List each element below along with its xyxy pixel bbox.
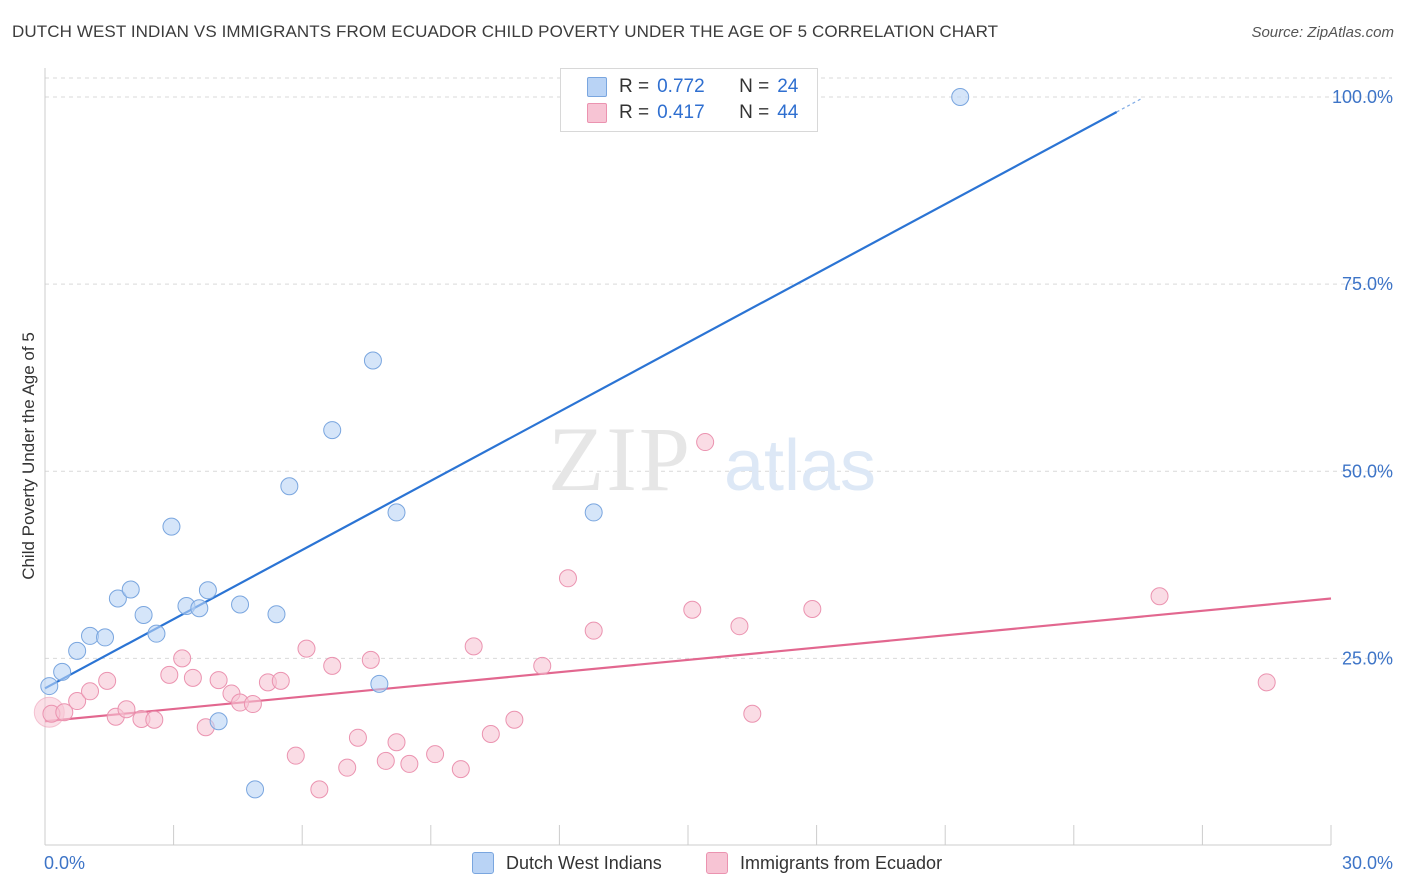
trend-line-extension <box>1116 97 1143 113</box>
data-point-immigrants-from-ecuador <box>464 637 483 656</box>
data-point-dutch-west-indians <box>323 421 342 440</box>
x-tick-label: 0.0% <box>44 853 85 873</box>
legend-label: Dutch West Indians <box>506 852 662 873</box>
legend-swatch-blue <box>587 77 607 97</box>
data-point-dutch-west-indians <box>267 605 286 624</box>
y-tick-label: 50.0% <box>1342 461 1393 481</box>
data-point-immigrants-from-ecuador <box>271 671 290 690</box>
y-tick-label: 25.0% <box>1342 648 1393 668</box>
data-point-immigrants-from-ecuador <box>451 760 470 779</box>
data-point-immigrants-from-ecuador <box>117 700 136 719</box>
y-tick-label: 100.0% <box>1332 87 1393 107</box>
data-point-immigrants-from-ecuador <box>387 733 406 752</box>
data-point-immigrants-from-ecuador <box>481 724 500 743</box>
data-point-immigrants-from-ecuador <box>376 751 395 770</box>
legend-r-label: R = <box>619 76 650 97</box>
data-point-immigrants-from-ecuador <box>209 671 228 690</box>
data-point-immigrants-from-ecuador <box>533 656 552 675</box>
data-point-immigrants-from-ecuador <box>1150 587 1169 606</box>
data-point-immigrants-from-ecuador <box>145 710 164 729</box>
data-point-dutch-west-indians <box>134 605 153 624</box>
data-point-dutch-west-indians <box>162 517 181 536</box>
data-point-immigrants-from-ecuador <box>183 668 202 687</box>
data-point-dutch-west-indians <box>198 581 217 600</box>
legend-label: Immigrants from Ecuador <box>740 852 943 873</box>
data-point-dutch-west-indians <box>280 477 299 496</box>
legend-row-dutch-west-indians: R = 0.772 N = 24 <box>587 74 798 100</box>
tick-labels: 25.0% 50.0% 75.0% 100.0% 0.0% 30.0% <box>44 87 1393 873</box>
correlation-legend: R = 0.772 N = 24 R = 0.417 N = 44 <box>560 68 818 132</box>
watermark-zip: ZIP <box>548 408 692 510</box>
data-point-immigrants-from-ecuador <box>310 780 329 799</box>
data-point-dutch-west-indians <box>951 88 970 106</box>
data-point-immigrants-from-ecuador <box>743 704 762 723</box>
data-point-immigrants-from-ecuador <box>400 754 419 773</box>
gridlines <box>45 77 1392 659</box>
trend-line-dutch-west-indians <box>44 111 1118 690</box>
data-point-dutch-west-indians <box>121 580 140 599</box>
data-points <box>33 88 1276 799</box>
data-point-dutch-west-indians <box>68 641 87 660</box>
data-point-immigrants-from-ecuador <box>81 682 100 701</box>
legend-swatch-pink <box>587 103 607 123</box>
data-point-dutch-west-indians <box>190 599 209 618</box>
data-point-immigrants-from-ecuador <box>98 671 117 690</box>
series-legend: Dutch West Indians Immigrants from Ecuad… <box>0 852 1406 876</box>
watermark: ZIP atlas <box>548 408 876 510</box>
data-point-dutch-west-indians <box>584 503 603 522</box>
data-point-immigrants-from-ecuador <box>323 656 342 675</box>
legend-n-label: N = <box>739 102 770 123</box>
data-point-dutch-west-indians <box>53 662 72 681</box>
legend-n-value: 24 <box>777 76 799 97</box>
data-point-dutch-west-indians <box>96 628 115 647</box>
data-point-immigrants-from-ecuador <box>558 569 577 588</box>
data-point-immigrants-from-ecuador <box>297 639 316 658</box>
chart-title: DUTCH WEST INDIAN VS IMMIGRANTS FROM ECU… <box>12 22 999 41</box>
data-point-immigrants-from-ecuador <box>160 665 179 684</box>
data-point-dutch-west-indians <box>147 624 166 643</box>
data-point-immigrants-from-ecuador <box>173 649 192 668</box>
data-point-dutch-west-indians <box>40 677 59 696</box>
legend-r-value: 0.417 <box>657 102 705 123</box>
legend-row-immigrants-from-ecuador: R = 0.417 N = 44 <box>587 100 798 126</box>
legend-n-label: N = <box>739 76 770 97</box>
data-point-immigrants-from-ecuador <box>505 710 524 729</box>
data-point-immigrants-from-ecuador <box>803 599 822 618</box>
data-point-immigrants-from-ecuador <box>55 703 74 722</box>
legend-n-value: 44 <box>777 102 799 123</box>
data-point-immigrants-from-ecuador <box>696 433 715 452</box>
data-point-immigrants-from-ecuador <box>683 600 702 619</box>
data-point-immigrants-from-ecuador <box>68 692 87 711</box>
data-point-dutch-west-indians <box>209 712 228 731</box>
legend-swatch-pink <box>706 852 728 874</box>
watermark-atlas: atlas <box>724 426 876 506</box>
data-point-immigrants-from-ecuador <box>1257 673 1276 692</box>
x-tick-label: 30.0% <box>1342 853 1393 873</box>
data-point-dutch-west-indians <box>363 351 382 370</box>
data-point-dutch-west-indians <box>108 589 127 608</box>
data-point-immigrants-from-ecuador <box>584 621 603 640</box>
data-point-immigrants-from-ecuador <box>361 650 380 669</box>
y-tick-label: 75.0% <box>1342 274 1393 294</box>
data-point-immigrants-from-ecuador <box>286 746 305 765</box>
data-point-dutch-west-indians <box>370 674 389 693</box>
data-point-immigrants-from-ecuador <box>338 758 357 777</box>
legend-r-value: 0.772 <box>657 76 705 97</box>
data-point-dutch-west-indians <box>246 780 265 799</box>
data-point-dutch-west-indians <box>81 626 100 645</box>
y-axis-label: Child Poverty Under the Age of 5 <box>19 332 38 580</box>
data-point-dutch-west-indians <box>387 503 406 522</box>
data-point-dutch-west-indians <box>231 595 250 614</box>
source-label: Source: ZipAtlas.com <box>1251 24 1394 41</box>
data-point-immigrants-from-ecuador <box>730 617 749 636</box>
legend-r-label: R = <box>619 102 650 123</box>
legend-item-dutch-west-indians: Dutch West Indians <box>472 852 662 874</box>
legend-swatch-blue <box>472 852 494 874</box>
legend-item-immigrants-from-ecuador: Immigrants from Ecuador <box>706 852 942 874</box>
data-point-immigrants-from-ecuador <box>348 728 367 747</box>
data-point-immigrants-from-ecuador <box>243 695 262 714</box>
data-point-immigrants-from-ecuador <box>426 745 445 764</box>
